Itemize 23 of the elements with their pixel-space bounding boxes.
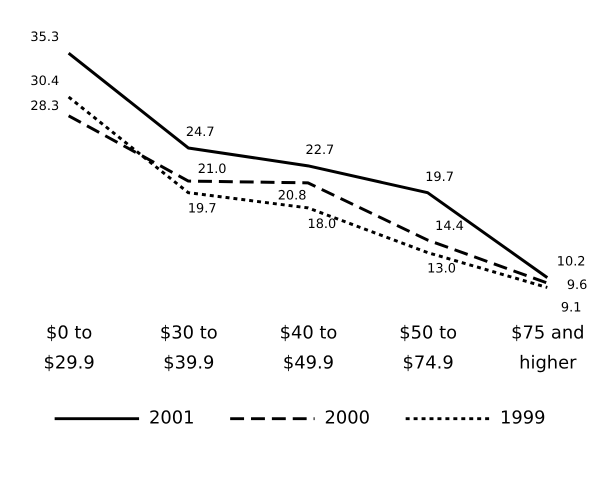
data-label: 19.7	[188, 202, 217, 217]
legend-label: 1999	[500, 408, 546, 429]
data-label: 19.7	[425, 170, 454, 185]
x-tick-label: $50 to $74.9	[399, 322, 458, 374]
x-tick-label: $0 to $29.9	[44, 322, 95, 374]
data-label: 20.8	[278, 188, 306, 204]
data-label: 21.0	[198, 162, 227, 178]
x-tick-label: $75 and higher	[511, 322, 585, 374]
data-label: 18.0	[308, 216, 336, 232]
x-tick-label: $30 to $39.9	[160, 322, 218, 374]
legend-label: 2000	[324, 408, 370, 429]
data-label: 28.3	[30, 98, 60, 114]
data-label: 9.1	[560, 300, 582, 316]
data-label: 9.6	[566, 278, 588, 293]
x-tick-label: $40 to $49.9	[280, 322, 338, 374]
data-label: 10.2	[556, 254, 586, 270]
data-label: 14.4	[435, 219, 464, 234]
data-label: 30.4	[30, 74, 60, 90]
data-label: 22.7	[306, 142, 334, 158]
legend-label: 2001	[149, 408, 195, 429]
data-label: 13.0	[427, 261, 456, 276]
data-label: 35.3	[30, 30, 60, 46]
data-label: 24.7	[186, 125, 215, 140]
